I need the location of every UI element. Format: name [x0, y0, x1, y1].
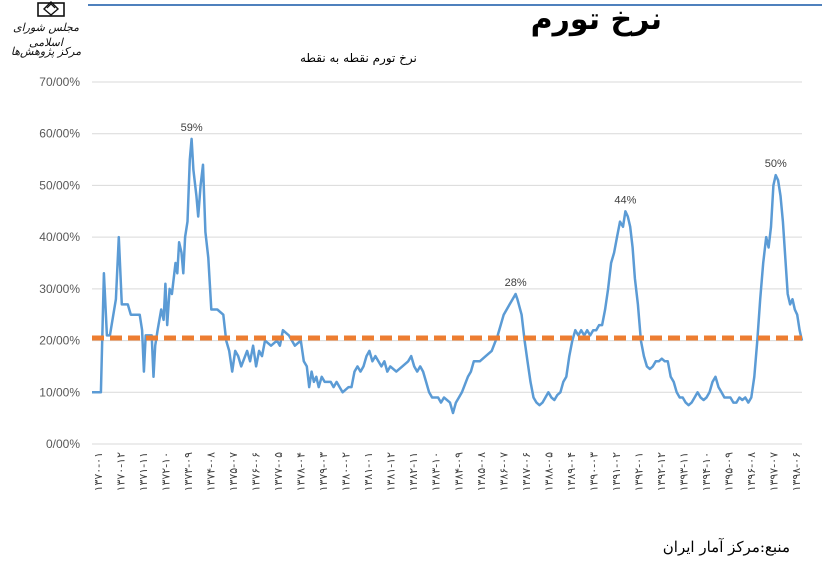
x-tick-label: ۱۳۹۵-۰۹: [722, 452, 735, 492]
x-tick-label: ۱۳۷۰-۰۱: [92, 452, 105, 491]
parliament-research-center-logo: مجلس شورای اسلامی مرکز پژوهش‌ها: [6, 0, 86, 72]
x-tick-label: ۱۳۸۳-۱۰: [430, 452, 443, 491]
seal-icon: [37, 1, 65, 17]
x-tick-label: ۱۳۸۶-۰۷: [497, 452, 510, 492]
x-tick-label: ۱۳۷۹-۰۳: [317, 452, 330, 492]
source-note: منبع:مرکز آمار ایران: [662, 538, 790, 556]
x-tick-label: ۱۳۷۶-۰۶: [250, 452, 263, 491]
y-tick-label: 50/00%: [39, 178, 80, 192]
x-tick-label: ۱۳۸۱-۰۱: [362, 452, 375, 491]
x-tick-label: ۱۳۷۱-۱۱: [137, 452, 150, 491]
page-title: نرخ تورم: [530, 2, 662, 37]
x-tick-label: ۱۳۷۴-۰۸: [205, 452, 218, 492]
logo-line-1: مجلس شورای اسلامی: [12, 21, 80, 49]
y-tick-label: 0/00%: [46, 437, 80, 451]
y-tick-label: 10/00%: [39, 385, 80, 399]
x-tick-label: ۱۳۸۱-۱۲: [385, 452, 398, 492]
x-tick-label: ۱۳۸۸-۰۵: [542, 452, 555, 492]
y-tick-label: 60/00%: [39, 127, 80, 141]
x-tick-label: ۱۳۷۰-۱۲: [115, 452, 128, 492]
peak-data-label: 44%: [614, 194, 636, 206]
x-tick-label: ۱۳۷۷-۰۵: [272, 452, 285, 492]
x-tick-label: ۱۳۹۸-۰۶: [790, 452, 803, 491]
x-tick-label: ۱۳۸۰-۰۲: [340, 452, 353, 492]
x-tick-label: ۱۳۹۱-۰۲: [610, 452, 623, 492]
x-tick-label: ۱۳۹۰-۰۳: [587, 452, 600, 492]
x-tick-label: ۱۳۷۵-۰۷: [227, 452, 240, 492]
x-tick-label: ۱۳۹۲-۱۲: [655, 452, 668, 492]
header-rule: [88, 4, 822, 6]
x-tick-label: ۱۳۹۲-۰۱: [632, 452, 645, 491]
peak-data-label: 59%: [181, 122, 203, 134]
x-tick-label: ۱۳۷۲-۱۰: [160, 452, 173, 491]
y-tick-label: 40/00%: [39, 230, 80, 244]
x-tick-label: ۱۳۹۷-۰۷: [767, 452, 780, 492]
x-tick-label: ۱۳۸۷-۰۶: [520, 452, 533, 491]
peak-data-label: 28%: [505, 277, 527, 289]
chart-title: نرخ تورم نقطه به نقطه: [300, 51, 417, 65]
x-tick-label: ۱۳۸۲-۱۱: [407, 452, 420, 491]
x-tick-label: ۱۳۹۶-۰۸: [745, 452, 758, 492]
x-tick-label: ۱۳۸۵-۰۸: [475, 452, 488, 492]
logo-line-2: مرکز پژوهش‌ها: [10, 45, 82, 58]
x-tick-label: ۱۳۹۳-۱۱: [677, 452, 690, 491]
inflation-series-line: [92, 137, 804, 415]
x-tick-label: ۱۳۸۹-۰۴: [565, 452, 578, 492]
y-tick-label: 30/00%: [39, 282, 80, 296]
x-tick-label: ۱۳۷۸-۰۴: [295, 452, 308, 492]
y-tick-label: 70/00%: [39, 75, 80, 89]
peak-data-label: 50%: [765, 158, 787, 170]
y-tick-label: 20/00%: [39, 334, 80, 348]
x-tick-label: ۱۳۹۴-۱۰: [700, 452, 713, 491]
x-tick-label: ۱۳۷۳-۰۹: [182, 452, 195, 492]
x-tick-label: ۱۳۸۴-۰۹: [452, 452, 465, 492]
